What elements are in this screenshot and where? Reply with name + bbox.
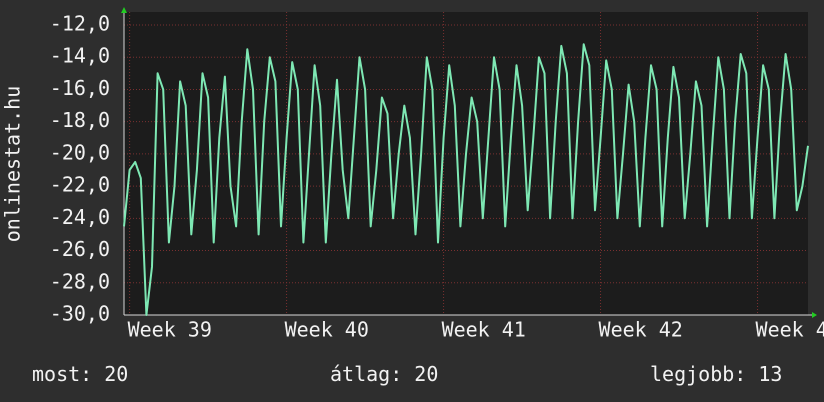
x-tick-label: Week 40 [285,318,369,342]
y-tick-label: -30,0 [50,302,110,326]
y-tick-label: -16,0 [50,76,110,100]
stat-label: most: [32,362,92,386]
data-line [123,43,809,316]
y-tick-label: -28,0 [50,269,110,293]
x-tick-label: Week 43 [756,318,824,342]
stat: most: 20 [32,362,128,386]
stat-label: átlag: [330,362,402,386]
y-tick-label: -24,0 [50,205,110,229]
axis-arrow [812,312,817,318]
stat-label: legjobb: [650,362,746,386]
x-tick-label: Week 42 [599,318,683,342]
axis-arrow [121,7,127,13]
y-axis-label: onlinestat.hu [1,86,25,243]
stat-value: 20 [414,362,438,386]
stat-value: 13 [758,362,782,386]
y-tick-label: -14,0 [50,44,110,68]
stat: legjobb: 13 [650,362,782,386]
x-tick-label: Week 39 [128,318,212,342]
y-tick-label: -18,0 [50,108,110,132]
y-tick-label: -12,0 [50,12,110,36]
y-tick-label: -26,0 [50,237,110,261]
stat-value: 20 [104,362,128,386]
y-tick-label: -20,0 [50,140,110,164]
stat: átlag: 20 [330,362,438,386]
y-tick-label: -22,0 [50,173,110,197]
x-tick-label: Week 41 [442,318,526,342]
